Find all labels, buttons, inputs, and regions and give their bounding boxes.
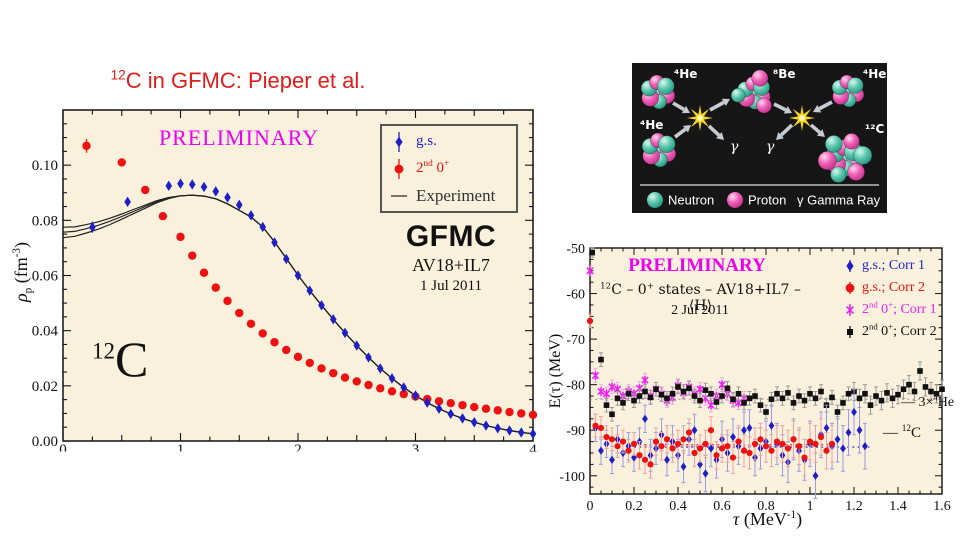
left-chart-legend: g.s. 2nd 0+ Experiment — [380, 124, 518, 213]
svg-text:-90: -90 — [566, 424, 585, 439]
threshold-label-12c: — 12C — [883, 424, 922, 441]
gfmc-label: GFMC — [405, 220, 497, 253]
legend-item-1: 2nd 0+ — [382, 156, 516, 182]
nucleus-label-he4-top-right: ⁴He — [863, 67, 886, 81]
right-x-axis-label: τ (MeV-1) — [732, 509, 803, 529]
nucleus-c12 — [817, 133, 873, 183]
diamond-marker-icon — [395, 131, 403, 152]
svg-text:3: 3 — [412, 442, 420, 458]
nucleus-he4-top-right — [831, 74, 865, 108]
legend-label: 2nd 0+ — [416, 159, 450, 176]
series-2nd-0-corr-2 — [589, 247, 945, 422]
svg-text:-70: -70 — [566, 333, 585, 348]
interaction-label: AV18+IL7 — [412, 255, 490, 275]
svg-text:0.06: 0.06 — [32, 269, 59, 285]
nucleus-be8 — [730, 69, 772, 114]
nucleus-label: 12C — [92, 331, 149, 387]
svg-text:1.6: 1.6 — [933, 499, 951, 514]
legend-label: 2nd 0+; Corr 1 — [862, 299, 937, 317]
svg-text:0.6: 0.6 — [713, 499, 731, 514]
svg-text:1.2: 1.2 — [845, 499, 863, 514]
svg-text:4: 4 — [529, 442, 537, 458]
neutron-legend-icon — [647, 192, 663, 208]
nucleus-label-he4-bottom-left: ⁴He — [640, 118, 663, 132]
series-gs — [89, 178, 537, 440]
left-date-label: 1 Jul 2011 — [420, 278, 482, 294]
right-date-label: 2 Jul 2011 — [671, 303, 729, 318]
svg-text:0.02: 0.02 — [32, 379, 58, 395]
legend-label: g.s.; Corr 1 — [862, 258, 925, 273]
gamma-symbol-1: γ — [766, 139, 775, 155]
svg-text:1: 1 — [177, 442, 185, 458]
illustration-legend-label-0: Neutron — [668, 193, 714, 208]
circle-marker-icon — [394, 158, 404, 179]
method-annotation: GFMC AV18+IL7 1 Jul 2011 — [385, 220, 517, 295]
legend-label: g.s. — [416, 133, 437, 149]
illustration-legend-label-2: γ Gamma Ray — [797, 193, 881, 208]
nucleus-label-be8: ⁸Be — [773, 67, 796, 81]
threshold-label-3he: — 3×4He — [901, 392, 955, 410]
svg-text:1: 1 — [807, 499, 814, 514]
svg-text:-80: -80 — [566, 379, 585, 394]
legend-item-2: Experiment — [382, 183, 516, 209]
legend-item-0: g.s.; Corr 1 — [842, 255, 965, 277]
legend-label: g.s.; Corr 2 — [862, 280, 925, 295]
nucleus-he4-top-left — [640, 74, 676, 110]
legend-label: Experiment — [416, 185, 496, 205]
svg-text:-60: -60 — [566, 288, 585, 303]
fusion-illustration-canvas: ⁴He ⁴He ⁸Be ⁴He ¹²C γ γ Neutron Proton γ Gamma Ra… — [640, 67, 886, 208]
diamond-marker-icon — [846, 260, 854, 272]
nucleus-he4-bottom-left — [641, 132, 677, 168]
gamma-symbol-0: γ — [730, 139, 739, 155]
left-y-axis-label: ρp (fm-3) — [11, 242, 35, 303]
right-preliminary-watermark: PRELIMINARY — [628, 255, 766, 276]
svg-text:-100: -100 — [559, 470, 585, 485]
circle-marker-icon — [845, 282, 855, 294]
svg-text:0.08: 0.08 — [32, 213, 58, 229]
fusion-illustration: ⁴He ⁴He ⁸Be ⁴He ¹²C γ γ Neutron Proton γ Gamma Ra… — [632, 63, 887, 213]
nucleus-label-he4-top-left: ⁴He — [674, 67, 697, 81]
svg-text:0.04: 0.04 — [32, 324, 59, 340]
svg-text:0.2: 0.2 — [625, 499, 643, 514]
svg-text:2: 2 — [294, 442, 302, 458]
svg-text:0.00: 0.00 — [32, 434, 58, 450]
legend-item-3: 2nd 0+; Corr 2 — [842, 321, 965, 343]
illustration-legend-label-1: Proton — [748, 193, 786, 208]
line-marker-icon — [391, 194, 407, 197]
svg-text:0: 0 — [587, 499, 594, 514]
left-preliminary-watermark: PRELIMINARY — [158, 125, 320, 150]
legend-item-2: 2nd 0+; Corr 1 — [842, 299, 965, 321]
square-marker-icon — [847, 326, 853, 338]
legend-item-0: g.s. — [382, 129, 516, 155]
fusion-illustration-content: ⁴He ⁴He ⁸Be ⁴He ¹²C γ γ Neutron Proton γ Gamma Ra… — [640, 67, 886, 208]
proton-legend-icon — [727, 192, 743, 208]
left-chart-title: 12C in GFMC: Pieper et al. — [110, 67, 366, 93]
legend-label: 2nd 0+; Corr 2 — [862, 321, 937, 339]
svg-text:0.4: 0.4 — [669, 499, 687, 514]
svg-text:0.10: 0.10 — [32, 158, 58, 174]
svg-text:0.8: 0.8 — [757, 499, 775, 514]
nucleus-label-c12: ¹²C — [865, 122, 885, 136]
right-y-axis-label: E(τ) (MeV) — [547, 333, 564, 409]
series-g-s-corr-2 — [586, 313, 836, 479]
right-chart-legend: g.s.; Corr 1 g.s.; Corr 2 2nd 0+; Corr 1 2n… — [842, 255, 965, 343]
svg-text:1.4: 1.4 — [889, 499, 907, 514]
svg-text:0: 0 — [59, 442, 67, 458]
right-chart-subtitle: 12C – 0+ states – AV18+IL7 – ⟨H⟩ — [600, 281, 801, 314]
star-marker-icon — [846, 304, 854, 316]
svg-text:-50: -50 — [566, 242, 585, 257]
legend-item-1: g.s.; Corr 2 — [842, 277, 965, 299]
